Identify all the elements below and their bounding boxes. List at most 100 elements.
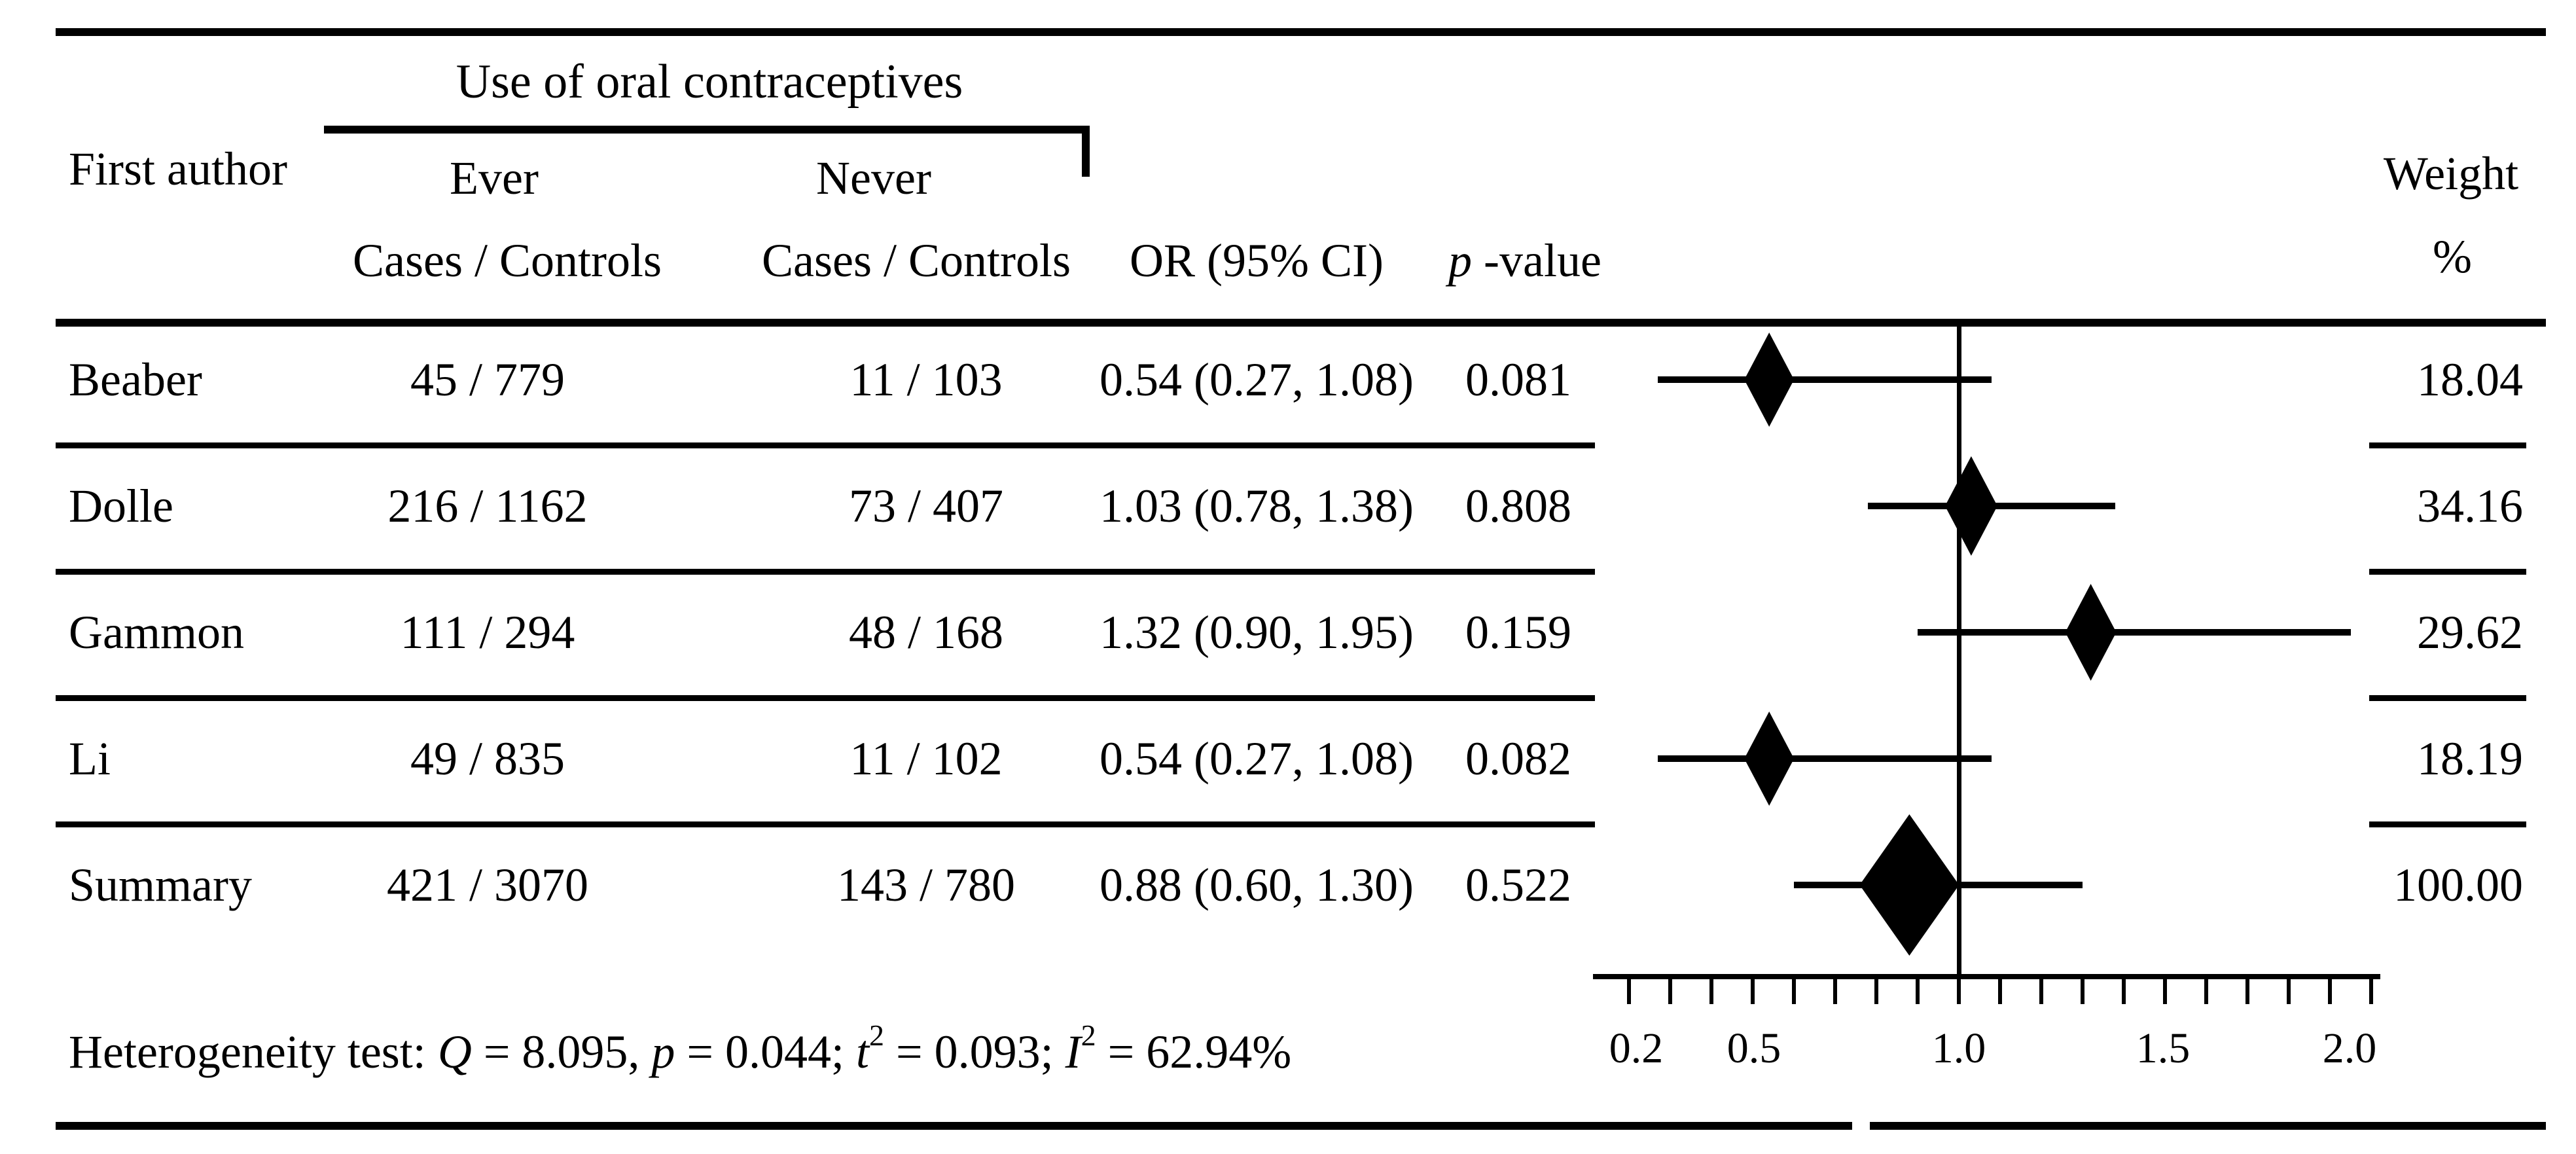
weight-row-separator (2369, 821, 2526, 827)
p-value-cell: 0.081 (1465, 353, 1571, 406)
study-or-diamond (2065, 584, 2117, 681)
or-ci-cell: 1.03 (0.78, 1.38) (1100, 480, 1414, 532)
never-cell: 73 / 407 (848, 480, 1004, 532)
row-separator (56, 695, 1595, 701)
header-rule (56, 319, 2546, 327)
never-cell: 48 / 168 (848, 606, 1004, 658)
or-ci-cell: 0.54 (0.27, 1.08) (1100, 353, 1414, 406)
het-stat-symbol: Q (437, 1026, 472, 1078)
axis-minor-tick (2039, 979, 2043, 1004)
p-value-header: p -value (1448, 228, 1601, 293)
axis-minor-tick (1874, 979, 1878, 1004)
weight-cell: 29.62 (2417, 606, 2523, 658)
weight-row-separator (2369, 442, 2526, 448)
p-value-cell: 0.808 (1465, 480, 1571, 532)
p-value-header-rest: -value (1472, 234, 1601, 287)
axis-minor-tick (1668, 979, 1672, 1004)
first-author-header: First author (69, 143, 287, 195)
axis-minor-tick (2287, 979, 2291, 1004)
axis-minor-tick (1792, 979, 1796, 1004)
axis-minor-tick (1709, 979, 1713, 1004)
author-cell: Beaber (69, 353, 202, 406)
weight-cell: 18.19 (2417, 732, 2523, 785)
or-ci-cell: 0.88 (0.60, 1.30) (1100, 859, 1414, 911)
het-stat-symbol: I (1065, 1026, 1081, 1078)
axis-minor-tick (2122, 979, 2126, 1004)
axis-minor-tick (1627, 979, 1631, 1004)
ci-whisker (1918, 629, 2351, 636)
axis-minor-tick (2081, 979, 2084, 1004)
weight-cell: 100.00 (2393, 859, 2523, 911)
ci-whisker (1658, 376, 1992, 383)
ever-cases-controls-header: Cases / Controls (352, 234, 662, 287)
ever-cell: 216 / 1162 (387, 480, 588, 532)
row-separator (56, 569, 1595, 575)
axis-minor-tick (1916, 979, 1920, 1004)
group-bracket-hook (1082, 126, 1090, 177)
or-ci-cell: 1.32 (0.90, 1.95) (1100, 606, 1414, 658)
top-rule (56, 28, 2546, 36)
axis-minor-tick (2369, 979, 2373, 1004)
author-cell: Summary (69, 859, 252, 911)
het-stat-value: = 8.095, (471, 1026, 652, 1078)
ever-cell: 45 / 779 (410, 353, 565, 406)
never-cases-controls-header: Cases / Controls (761, 234, 1071, 287)
axis-tick-label: 1.5 (2136, 1024, 2191, 1072)
author-cell: Gammon (69, 606, 244, 658)
author-cell: Li (69, 732, 111, 785)
row-separator (56, 821, 1595, 827)
p-value-header-italic: p (1448, 234, 1473, 287)
p-value-cell: 0.082 (1465, 732, 1571, 785)
het-stat-sup: 2 (1081, 1019, 1096, 1052)
weight-cell: 18.04 (2417, 353, 2523, 406)
percent-header: % (2433, 230, 2472, 283)
weight-cell: 34.16 (2417, 480, 2523, 532)
ci-whisker (1658, 755, 1992, 762)
weight-header: Weight (2383, 147, 2519, 200)
or-ci-cell: 0.54 (0.27, 1.08) (1100, 732, 1414, 785)
reference-line (1957, 319, 1961, 977)
study-or-diamond (1744, 712, 1795, 806)
p-value-cell: 0.522 (1465, 859, 1571, 911)
study-or-diamond (1744, 333, 1795, 427)
study-or-diamond (1944, 456, 1997, 556)
axis-minor-tick (1833, 979, 1837, 1004)
bottom-rule-left (56, 1122, 1852, 1130)
weight-row-separator (2369, 695, 2526, 701)
p-value-cell: 0.159 (1465, 606, 1571, 658)
het-stat-value: = 0.093; (884, 1026, 1065, 1078)
axis-minor-tick (1751, 979, 1755, 1004)
axis-minor-tick (2245, 979, 2249, 1004)
het-stat-symbol: p (651, 1026, 675, 1078)
never-header: Never (816, 152, 931, 204)
never-cell: 11 / 102 (850, 732, 1003, 785)
axis-minor-tick (2204, 979, 2208, 1004)
or-ci-header: OR (95% CI) (1130, 234, 1384, 287)
axis-minor-tick (1957, 979, 1961, 1004)
axis-minor-tick (2328, 979, 2332, 1004)
het-stat-value: = 62.94% (1096, 1026, 1292, 1078)
axis-tick-label: 1.0 (1931, 1024, 1986, 1072)
weight-row-separator (2369, 569, 2526, 575)
summary-or-diamond (1859, 814, 1959, 956)
ever-cell: 421 / 3070 (386, 859, 589, 911)
row-separator (56, 442, 1595, 448)
ever-header: Ever (450, 152, 539, 204)
x-axis-line (1593, 974, 2380, 979)
ever-cell: 49 / 835 (410, 732, 565, 785)
heterogeneity-text: Heterogeneity test: Q = 8.095, p = 0.044… (69, 1019, 1291, 1085)
axis-minor-tick (1998, 979, 2002, 1004)
group-bracket-line (324, 126, 1090, 134)
het-stat-value: = 0.044; (675, 1026, 857, 1078)
bottom-rule-right (1870, 1122, 2546, 1130)
het-stat-sup: 2 (869, 1019, 885, 1052)
never-cell: 11 / 103 (850, 353, 1003, 406)
het-stat-symbol: t (856, 1026, 870, 1078)
group-title: Use of oral contraceptives (456, 55, 963, 109)
axis-minor-tick (2163, 979, 2167, 1004)
axis-tick-label: 0.5 (1726, 1024, 1781, 1072)
author-cell: Dolle (69, 480, 173, 532)
axis-tick-label: 2.0 (2322, 1024, 2377, 1072)
axis-tick-label: 0.2 (1609, 1024, 1664, 1072)
